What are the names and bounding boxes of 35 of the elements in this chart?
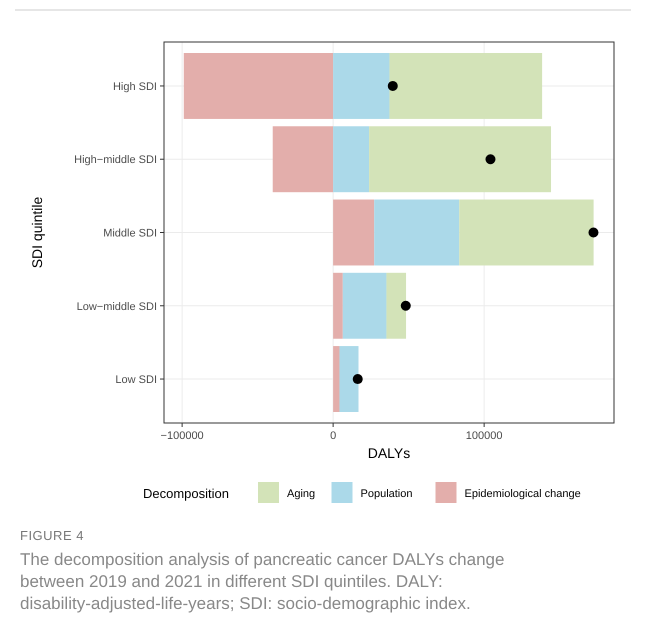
- legend-label: Population: [360, 488, 412, 500]
- y-tick-label: Low−middle SDI: [76, 300, 157, 313]
- legend-label: Epidemiological change: [464, 488, 581, 500]
- bar: [333, 126, 370, 192]
- x-tick-label: 0: [330, 430, 336, 442]
- point: [388, 80, 398, 91]
- point: [485, 154, 496, 164]
- bar: [333, 200, 374, 266]
- bar: [459, 200, 594, 266]
- y-tick-label: Low SDI: [115, 374, 157, 386]
- y-tick-label: Middle SDI: [103, 228, 157, 240]
- bar: [374, 200, 460, 266]
- bar: [389, 52, 542, 119]
- point: [400, 300, 411, 311]
- bar: [342, 272, 386, 339]
- legend-label: Aging: [287, 488, 316, 500]
- legend-title: Decomposition: [143, 486, 229, 501]
- x-axis-title: DALYs: [368, 445, 410, 461]
- caption: FIGURE 4: [20, 528, 84, 543]
- x-tick-label: −100000: [160, 430, 204, 442]
- bar: [333, 52, 390, 119]
- y-tick-label: High SDI: [112, 80, 157, 93]
- bar: [333, 346, 340, 412]
- x-tick-label: 100000: [466, 430, 502, 442]
- bar: [386, 272, 406, 339]
- bar: [184, 52, 334, 119]
- bar: [369, 126, 552, 192]
- point: [352, 374, 363, 384]
- bar: [333, 272, 343, 339]
- y-tick-label: High−middle SDI: [74, 154, 157, 166]
- y-axis-title: SDI quintile: [29, 196, 45, 268]
- bar: [272, 126, 334, 192]
- text: The decomposition analysis of pancreatic cancer DALYs change between 2019 and 2021 in different SDI quintiles. DALY: disability-adjusted-life-years; SDI: socio-demographic index.: [20, 550, 504, 613]
- point: [588, 228, 598, 238]
- bar: [339, 346, 358, 412]
